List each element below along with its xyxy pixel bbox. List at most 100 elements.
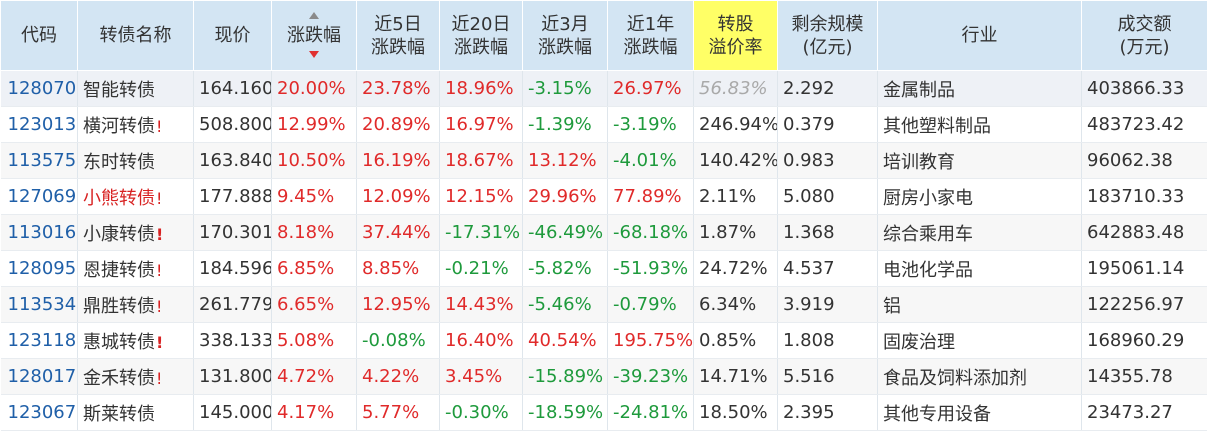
column-header-chg5d[interactable]: 近5日 涨跌幅	[356, 0, 440, 71]
chg20d-cell: 18.67%	[439, 142, 523, 179]
chg20d-cell: -17.31%	[439, 214, 523, 251]
chg20d-cell: -0.30%	[439, 394, 523, 431]
bond-name-link[interactable]: 惠城转债	[83, 331, 155, 353]
column-header-line: 成交额	[1117, 13, 1172, 35]
column-header-price[interactable]: 现价	[193, 0, 272, 71]
chg3m-cell: -3.15%	[522, 70, 608, 107]
column-header-volume[interactable]: 成交额 (万元)	[1081, 0, 1207, 71]
bond-name-link[interactable]: 小康转债	[83, 223, 155, 245]
column-header-line: 转股	[717, 13, 754, 35]
column-header-chg1y[interactable]: 近1年 涨跌幅	[607, 0, 694, 71]
premium-cell: 246.94%	[693, 106, 778, 143]
premium-cell: 18.50%	[693, 394, 778, 431]
column-header-line: 近3月	[541, 13, 589, 35]
bond-name-link[interactable]: 金禾转债	[83, 367, 155, 389]
column-header-name[interactable]: 转债名称	[77, 0, 194, 71]
column-header-industry[interactable]: 行业	[877, 0, 1082, 71]
column-header-chg20d[interactable]: 近20日 涨跌幅	[439, 0, 523, 71]
bond-name-link[interactable]: 恩捷转债	[83, 259, 155, 281]
table-row[interactable]: 128095 恩捷转债! 184.596 6.85% 8.85% -0.21% -5.82%…	[0, 250, 1207, 287]
volume-cell: 642883.48	[1081, 214, 1207, 251]
bond-name-cell: 智能转债	[77, 70, 194, 107]
industry-cell: 固废治理	[877, 322, 1082, 359]
bond-code-link[interactable]: 127069	[7, 186, 77, 207]
table-row[interactable]: 113016 小康转债! 170.301 8.18% 37.44% -17.31% -46.…	[0, 214, 1207, 251]
column-header-code[interactable]: 代码	[0, 0, 78, 71]
remaining-size-cell: 4.537	[777, 250, 878, 287]
chg20d-cell: 3.45%	[439, 358, 523, 395]
volume-cell: 14355.78	[1081, 358, 1207, 395]
bond-name-link[interactable]: 斯莱转债	[83, 403, 155, 425]
chg3m-cell: 13.12%	[522, 142, 608, 179]
bond-name-link[interactable]: 横河转债	[83, 115, 155, 137]
warning-flag-icon: !	[156, 260, 163, 280]
bond-code-cell: 127069	[0, 178, 78, 215]
price-cell: 177.888	[193, 178, 272, 215]
industry-cell: 综合乘用车	[877, 214, 1082, 251]
column-header-premium[interactable]: 转股 溢价率	[693, 0, 778, 71]
table-row[interactable]: 128017 金禾转债! 131.800 4.72% 4.22% 3.45% -15.89%…	[0, 358, 1207, 395]
volume-cell: 23473.27	[1081, 394, 1207, 431]
volume-cell: 483723.42	[1081, 106, 1207, 143]
bond-code-link[interactable]: 128070	[7, 78, 77, 99]
column-header-line: 涨跌幅	[287, 25, 341, 46]
table-row[interactable]: 123013 横河转债! 508.800 12.99% 20.89% 16.97% -1.3…	[0, 106, 1207, 143]
column-header-remaining[interactable]: 剩余规模 (亿元)	[777, 0, 878, 71]
premium-cell: 2.11%	[693, 178, 778, 215]
column-header-line: 转债名称	[99, 25, 172, 46]
table-row[interactable]: 113575 东时转债 163.840 10.50% 16.19% 18.67% 13.12…	[0, 142, 1207, 179]
bond-code-cell: 123013	[0, 106, 78, 143]
column-header-line: 近5日	[374, 13, 422, 35]
change-cell: 6.65%	[271, 286, 357, 323]
bond-name-link[interactable]: 鼎胜转债	[83, 295, 155, 317]
price-cell: 145.000	[193, 394, 272, 431]
change-cell: 5.08%	[271, 322, 357, 359]
warning-flag-icon: !	[156, 296, 163, 316]
chg5d-cell: 16.19%	[356, 142, 440, 179]
chg1y-cell: -39.23%	[607, 358, 694, 395]
chg3m-cell: -15.89%	[522, 358, 608, 395]
table-row[interactable]: 127069 小熊转债! 177.888 9.45% 12.09% 12.15% 29.96…	[0, 178, 1207, 215]
table-row[interactable]: 113534 鼎胜转债! 261.779 6.65% 12.95% 14.43% -5.46…	[0, 286, 1207, 323]
column-header-line: (万元)	[1119, 36, 1170, 58]
column-header-change[interactable]: 涨跌幅	[271, 0, 357, 71]
column-header-line: 近1年	[626, 13, 675, 35]
column-header-line: 涨跌幅	[454, 36, 508, 58]
bond-code-link[interactable]: 113016	[7, 222, 77, 243]
change-cell: 12.99%	[271, 106, 357, 143]
bond-name-link[interactable]: 智能转债	[83, 79, 155, 101]
volume-cell: 168960.29	[1081, 322, 1207, 359]
bond-code-link[interactable]: 113575	[7, 150, 77, 171]
column-header-chg3m[interactable]: 近3月 涨跌幅	[522, 0, 608, 71]
column-header-line: 涨跌幅	[371, 36, 425, 58]
bond-code-link[interactable]: 123067	[7, 402, 77, 423]
volume-cell: 195061.14	[1081, 250, 1207, 287]
bond-code-cell: 123118	[0, 322, 78, 359]
bond-code-link[interactable]: 128095	[7, 258, 77, 279]
bond-code-cell: 128095	[0, 250, 78, 287]
bond-name-link[interactable]: 小熊转债	[83, 187, 155, 209]
chg1y-cell: -24.81%	[607, 394, 694, 431]
warning-flag-icon: !	[156, 368, 163, 388]
sort-descending-icon[interactable]	[309, 51, 319, 58]
price-cell: 261.779	[193, 286, 272, 323]
table-row[interactable]: 128070 智能转债 164.160 20.00% 23.78% 18.96% -3.15…	[0, 70, 1207, 107]
table-body: 128070 智能转债 164.160 20.00% 23.78% 18.96% -3.15…	[0, 70, 1207, 431]
bond-name-link[interactable]: 东时转债	[83, 151, 155, 173]
table-row[interactable]: 123067 斯莱转债 145.000 4.17% 5.77% -0.30% -18.59%…	[0, 394, 1207, 431]
bond-name-cell: 鼎胜转债!	[77, 286, 194, 323]
bond-code-link[interactable]: 128017	[7, 366, 77, 387]
remaining-size-cell: 5.516	[777, 358, 878, 395]
sort-ascending-icon[interactable]	[309, 12, 319, 19]
chg3m-cell: -18.59%	[522, 394, 608, 431]
bond-code-link[interactable]: 123013	[7, 114, 77, 135]
column-header-label: 成交额 (万元)	[1118, 13, 1172, 59]
bond-code-cell: 128070	[0, 70, 78, 107]
price-cell: 164.160	[193, 70, 272, 107]
change-cell: 4.17%	[271, 394, 357, 431]
bond-code-link[interactable]: 123118	[7, 330, 77, 351]
chg5d-cell: 12.09%	[356, 178, 440, 215]
column-header-label: 现价	[215, 24, 251, 47]
bond-code-link[interactable]: 113534	[7, 294, 77, 315]
table-row[interactable]: 123118 惠城转债! 338.133 5.08% -0.08% 16.40% 40.54…	[0, 322, 1207, 359]
